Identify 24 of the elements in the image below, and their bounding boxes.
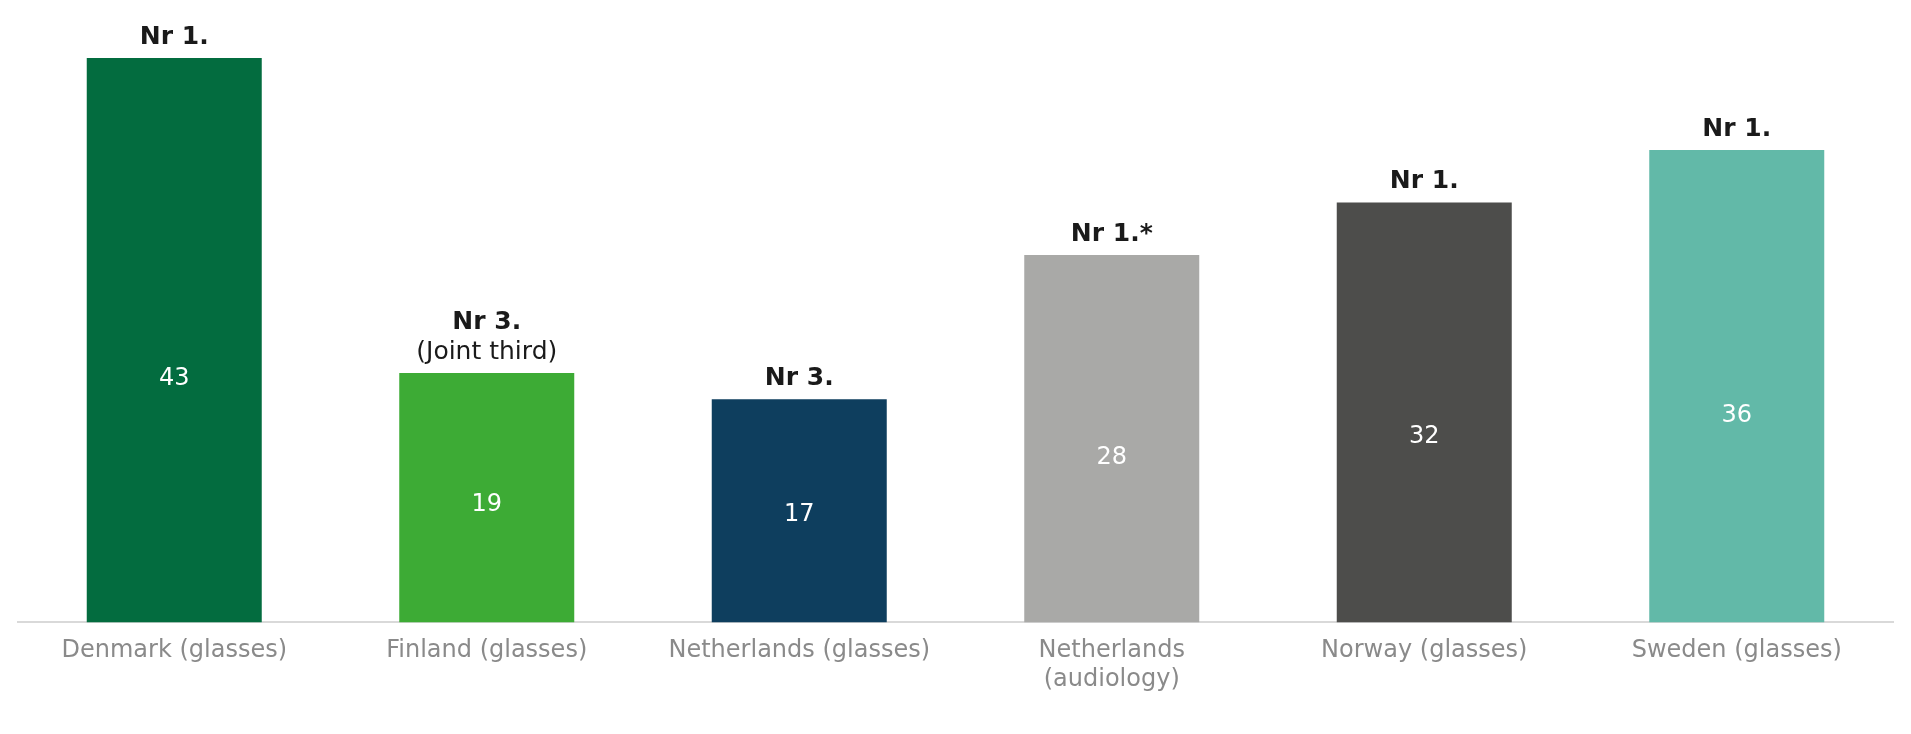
annotation: Nr 3. (Joint third)	[416, 306, 558, 366]
data-label: 28	[1096, 441, 1128, 470]
annotation: Nr 1.*	[1070, 217, 1153, 247]
annotation: Nr 1.	[1702, 112, 1772, 142]
annotation: Nr 1.	[139, 21, 209, 50]
data-label: 43	[158, 362, 190, 391]
data-label: 36	[1721, 399, 1753, 428]
x-tick-label: Denmark (glasses)	[61, 635, 288, 664]
data-label: 32	[1408, 420, 1440, 449]
x-tick-label: Finland (glasses)	[386, 635, 588, 664]
x-tick-label: Sweden (glasses)	[1631, 635, 1842, 664]
x-tick-label: Netherlands (audiology)	[1038, 635, 1185, 692]
annotation: Nr 1.	[1389, 165, 1459, 195]
x-tick-label: Netherlands (glasses)	[668, 635, 931, 664]
bar	[399, 373, 575, 623]
bar	[86, 58, 262, 623]
annotation: Nr 3.	[764, 362, 834, 392]
data-label: 19	[471, 488, 503, 517]
bar	[1649, 149, 1825, 623]
bar	[1024, 254, 1200, 623]
bar	[1336, 202, 1512, 623]
data-label: 17	[783, 499, 815, 528]
bar	[711, 399, 887, 623]
x-tick-label: Norway (glasses)	[1321, 635, 1528, 664]
